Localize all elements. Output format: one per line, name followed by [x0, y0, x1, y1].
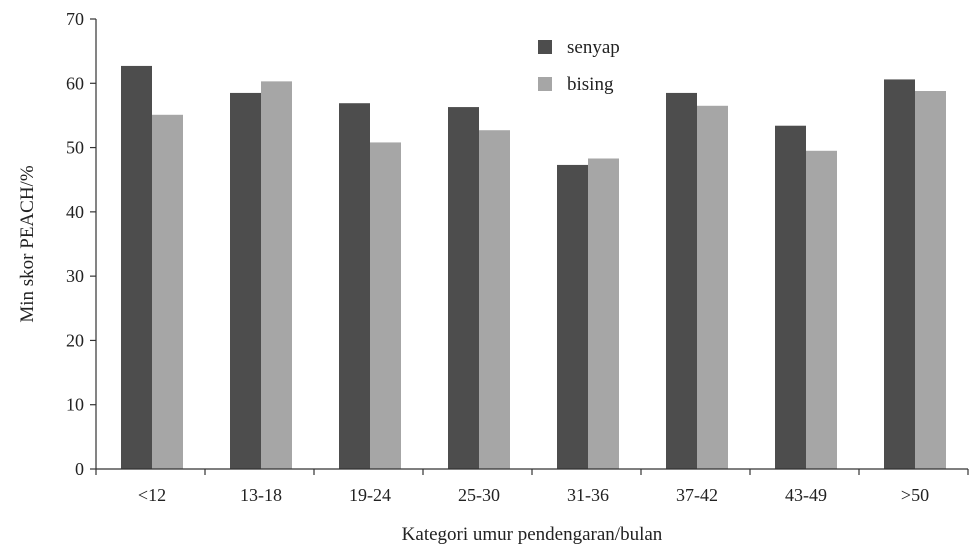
- bar-senyap: [339, 103, 370, 469]
- y-tick-label: 40: [66, 202, 84, 222]
- bar-bising: [261, 81, 292, 469]
- bar-bising: [152, 114, 183, 470]
- bar-senyap: [121, 65, 152, 469]
- legend-label-senyap: senyap: [567, 37, 620, 58]
- x-tick-label: 13-18: [240, 485, 282, 505]
- y-tick-label: 50: [66, 138, 84, 158]
- bars-group: [121, 65, 946, 470]
- y-ticks-group: 0 10 20 30 40 50 60 70: [66, 9, 96, 479]
- x-tick-label: <12: [138, 485, 166, 505]
- x-tick-label: 37-42: [676, 485, 718, 505]
- bar-bising: [479, 130, 510, 469]
- bar-senyap: [448, 107, 479, 470]
- bar-senyap: [884, 79, 915, 469]
- y-tick-label: 10: [66, 395, 84, 415]
- y-tick-label: 30: [66, 266, 84, 286]
- x-ticks-group: <12 13-18 19-24 25-30 31-36 37-42 43-49 >50: [95, 469, 969, 505]
- x-tick-label: 19-24: [349, 485, 391, 505]
- y-tick-label: 70: [66, 9, 84, 29]
- bar-senyap: [775, 125, 806, 469]
- x-tick-label: 25-30: [458, 485, 500, 505]
- legend-label-bising: bising: [567, 74, 614, 95]
- bar-bising: [588, 158, 619, 469]
- bar-senyap: [666, 92, 697, 469]
- axes-group: [95, 19, 968, 470]
- y-tick-label: 60: [66, 73, 84, 93]
- bar-senyap: [557, 164, 588, 469]
- y-tick-label: 0: [75, 459, 84, 479]
- bar-bising: [806, 150, 837, 470]
- bar-bising: [370, 142, 401, 469]
- x-tick-label: >50: [901, 485, 929, 505]
- x-tick-label: 31-36: [567, 485, 609, 505]
- bar-bising: [915, 91, 946, 469]
- legend: senyap bising: [538, 37, 620, 95]
- legend-swatch-bising: [538, 77, 552, 91]
- bar-senyap: [230, 92, 261, 469]
- legend-swatch-senyap: [538, 40, 552, 54]
- y-tick-label: 20: [66, 330, 84, 350]
- x-tick-label: 43-49: [785, 485, 827, 505]
- y-axis-title: Min skor PEACH/%: [17, 165, 38, 322]
- bar-bising: [697, 105, 728, 470]
- x-axis-title: Kategori umur pendengaran/bulan: [402, 524, 663, 545]
